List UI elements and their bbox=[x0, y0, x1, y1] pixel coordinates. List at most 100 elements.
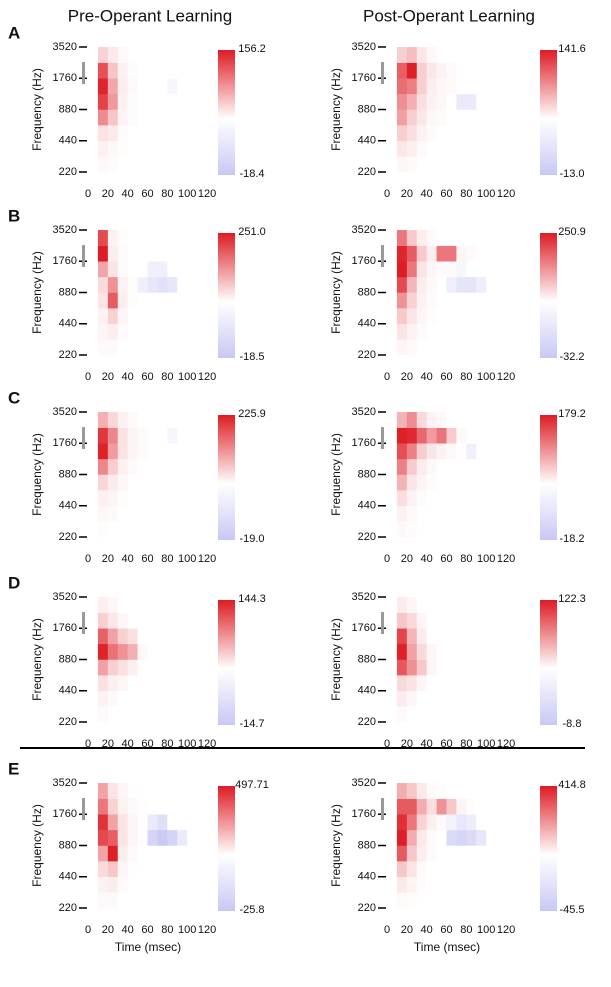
heat-cell bbox=[187, 490, 198, 507]
heat-cell bbox=[157, 798, 168, 815]
heat-cell bbox=[197, 628, 208, 645]
heat-cell bbox=[476, 845, 487, 862]
heat-cell bbox=[88, 474, 99, 491]
heat-cell bbox=[426, 628, 437, 645]
heat-cell bbox=[117, 690, 128, 707]
heat-cell bbox=[456, 339, 467, 356]
heat-cell bbox=[396, 798, 408, 815]
heat-cell bbox=[387, 245, 398, 262]
heat-cell bbox=[476, 412, 487, 428]
heat-cell bbox=[147, 62, 158, 79]
heat-cell bbox=[187, 323, 198, 340]
heat-cell bbox=[426, 245, 437, 262]
heat-cell bbox=[117, 443, 128, 460]
heat-cell bbox=[167, 829, 178, 846]
heat-cell bbox=[117, 292, 128, 309]
heat-cell bbox=[466, 412, 477, 428]
heat-cell bbox=[157, 78, 168, 95]
heat-cell bbox=[496, 62, 507, 79]
heat-cell bbox=[157, 783, 168, 799]
heat-cell bbox=[486, 109, 497, 126]
heat-cell bbox=[187, 93, 198, 110]
heat-cell bbox=[88, 412, 99, 428]
heat-cell bbox=[406, 783, 418, 799]
heat-cell bbox=[107, 474, 119, 491]
heat-cell bbox=[167, 245, 178, 262]
y-tick-label: 1760 bbox=[53, 437, 77, 449]
heat-cell bbox=[117, 845, 128, 862]
heat-cell bbox=[127, 125, 138, 142]
x-tick-label: 0 bbox=[384, 553, 390, 565]
heat-cell bbox=[107, 276, 119, 293]
heat-cell bbox=[387, 323, 398, 340]
heat-cell bbox=[157, 230, 168, 246]
heat-cell bbox=[387, 427, 398, 444]
heat-cell bbox=[127, 829, 138, 846]
heat-cell bbox=[496, 412, 507, 428]
heat-cell bbox=[97, 230, 109, 246]
heat-cell bbox=[446, 505, 457, 522]
heat-cell bbox=[127, 292, 138, 309]
band-marker bbox=[381, 427, 384, 449]
heat-cell bbox=[117, 427, 128, 444]
heat-cell bbox=[456, 261, 467, 278]
heat-cell bbox=[486, 798, 497, 815]
panel-label: C bbox=[8, 388, 20, 407]
heat-cell bbox=[177, 62, 188, 79]
heat-cell bbox=[426, 706, 437, 723]
heat-cell bbox=[436, 339, 447, 356]
heat-cell bbox=[117, 814, 128, 831]
heat-cell bbox=[387, 47, 398, 63]
heat-cell bbox=[157, 675, 168, 692]
heat-cell bbox=[406, 323, 418, 340]
heat-cell bbox=[387, 829, 398, 846]
heat-cell bbox=[157, 323, 168, 340]
heat-cell bbox=[177, 93, 188, 110]
heat-cell bbox=[127, 78, 138, 95]
heat-cell bbox=[446, 521, 457, 538]
heat-cell bbox=[406, 690, 418, 707]
heat-cell bbox=[387, 798, 398, 815]
heat-cell bbox=[446, 612, 457, 629]
heat-cell bbox=[147, 276, 158, 293]
heat-cell bbox=[486, 323, 497, 340]
heat-cell bbox=[88, 521, 99, 538]
heat-cell bbox=[446, 474, 457, 491]
heat-cell bbox=[406, 798, 418, 815]
heat-cell bbox=[167, 443, 178, 460]
heat-cell bbox=[446, 861, 457, 878]
heat-cell bbox=[416, 443, 427, 460]
x-tick-label: 0 bbox=[85, 738, 91, 750]
heat-cell bbox=[436, 628, 447, 645]
heat-cell bbox=[107, 521, 119, 538]
heat-cell bbox=[197, 845, 208, 862]
heat-cell bbox=[157, 261, 168, 278]
heat-cell bbox=[187, 690, 198, 707]
heat-cell bbox=[496, 308, 507, 325]
heat-cell bbox=[97, 845, 109, 862]
heat-cell bbox=[197, 798, 208, 815]
y-tick-label: 880 bbox=[358, 286, 376, 298]
heat-cell bbox=[406, 505, 418, 522]
heat-cell bbox=[436, 443, 447, 460]
heat-cell bbox=[197, 675, 208, 692]
heat-cell bbox=[167, 93, 178, 110]
y-axis-label: Frequency (Hz) bbox=[30, 804, 44, 887]
heat-cell bbox=[97, 458, 109, 475]
heat-cell bbox=[187, 628, 198, 645]
heat-cell bbox=[486, 690, 497, 707]
column-title: Pre-Operant Learning bbox=[68, 6, 232, 25]
heat-cell bbox=[436, 612, 447, 629]
heat-cell bbox=[446, 323, 457, 340]
heat-cell bbox=[107, 597, 119, 613]
heat-cell bbox=[387, 861, 398, 878]
heat-cell bbox=[107, 125, 119, 142]
heat-cell bbox=[97, 125, 109, 142]
heat-cell bbox=[396, 458, 408, 475]
heat-cell bbox=[396, 412, 408, 428]
heat-cell bbox=[466, 876, 477, 893]
heat-cell bbox=[396, 612, 408, 629]
heat-cell bbox=[456, 783, 467, 799]
heat-cell bbox=[496, 245, 507, 262]
heat-cell bbox=[446, 845, 457, 862]
